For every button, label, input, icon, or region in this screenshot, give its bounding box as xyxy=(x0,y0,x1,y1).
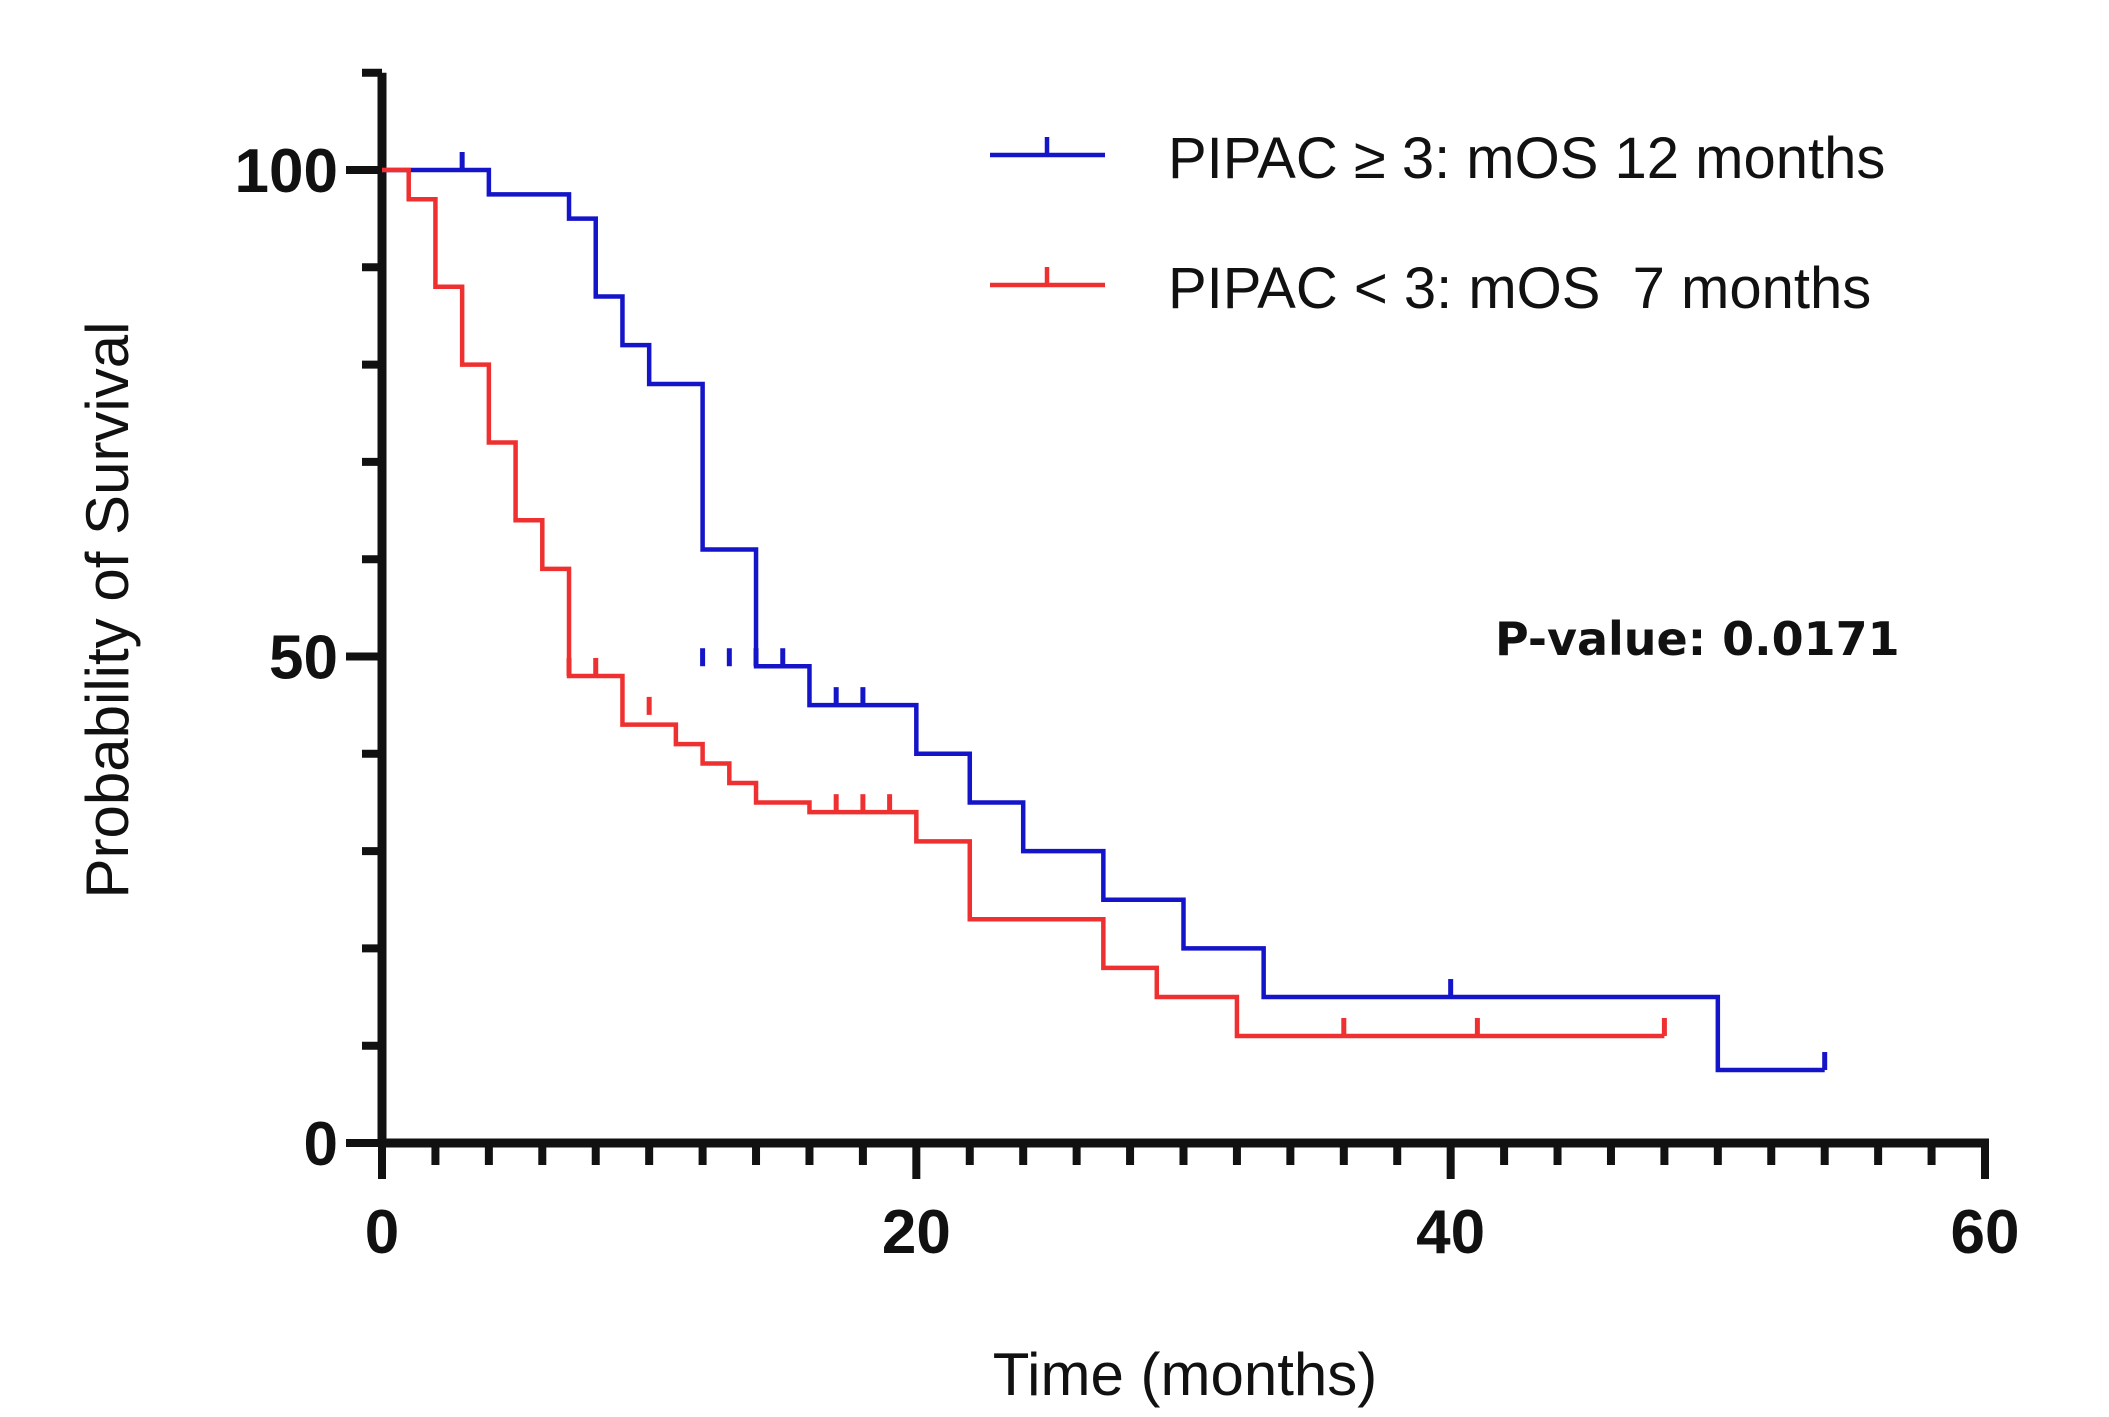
x-axis-ticks: 0 20 40 60 xyxy=(365,1143,2020,1267)
x-tick-label: 40 xyxy=(1416,1198,1485,1267)
x-tick-label: 60 xyxy=(1951,1198,2020,1267)
legend-label-high: PIPAC ≥ 3: mOS 12 months xyxy=(1168,126,1885,191)
y-tick-label: 100 xyxy=(235,137,338,206)
series-low xyxy=(382,167,1667,1039)
y-axis-ticks: 0 50 100 xyxy=(235,68,382,1179)
series-layer xyxy=(382,152,1828,1073)
survival-curve-low xyxy=(382,167,1665,1039)
series-high xyxy=(382,152,1828,1073)
y-tick-label: 50 xyxy=(269,624,338,693)
legend: PIPAC ≥ 3: mOS 12 months PIPAC < 3: mOS … xyxy=(990,126,1885,321)
p-value-annotation: P-value: 0.0171 xyxy=(1495,612,1900,666)
x-tick-label: 0 xyxy=(365,1198,399,1267)
legend-item-low: PIPAC < 3: mOS 7 months xyxy=(990,256,1871,321)
y-tick-label: 0 xyxy=(304,1110,338,1179)
x-tick-label: 20 xyxy=(882,1198,951,1267)
legend-label-low: PIPAC < 3: mOS 7 months xyxy=(1168,256,1871,321)
y-axis-title: Probability of Survival xyxy=(74,322,141,899)
axes: 0 50 100 0 20 40 60 xyxy=(235,68,2020,1267)
legend-item-high: PIPAC ≥ 3: mOS 12 months xyxy=(990,126,1885,191)
x-axis-title: Time (months) xyxy=(993,1341,1378,1408)
survival-curve-high xyxy=(382,167,1825,1073)
